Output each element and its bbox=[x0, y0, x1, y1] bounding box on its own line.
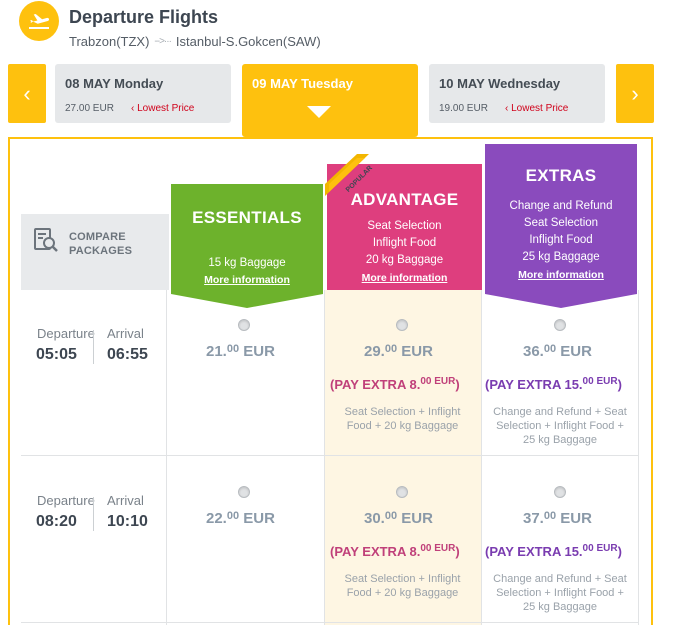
destination-airport: Istanbul-S.Gokcen(SAW) bbox=[175, 34, 321, 49]
package-inclusions: Seat Selection + Inflight Food + 20 kg Ba… bbox=[344, 406, 461, 432]
package-feature: Seat Selection bbox=[367, 220, 442, 232]
package-feature: Seat Selection bbox=[523, 217, 599, 229]
fare-price: 29.00 EUR bbox=[364, 343, 433, 360]
fare-price: 21.00 EUR bbox=[206, 343, 275, 360]
page-title: Departure Flights bbox=[69, 7, 219, 27]
advantage-column-highlight bbox=[324, 290, 481, 625]
origin-airport: Trabzon(TZX) bbox=[69, 34, 150, 49]
chevron-right-icon: › bbox=[631, 80, 639, 106]
fare-radio-advantage[interactable] bbox=[396, 486, 408, 498]
package-feature: 15 kg Baggage bbox=[208, 257, 286, 269]
pay-extra-amount: (PAY EXTRA 15.00 EUR) bbox=[485, 376, 622, 393]
plane-departure-icon bbox=[19, 1, 59, 41]
fare-radio-essentials[interactable] bbox=[238, 486, 250, 498]
arrival-label: Arrival bbox=[107, 326, 144, 341]
route-info: Trabzon(TZX) -->··· Istanbul-S.Gokcen(SA… bbox=[69, 34, 321, 49]
compare-packages-button[interactable]: COMPARE PACKAGES bbox=[21, 214, 169, 290]
fare-price: 37.00 EUR bbox=[523, 510, 592, 527]
pay-extra-amount: (PAY EXTRA 8.00 EUR) bbox=[330, 543, 460, 560]
package-name: ADVANTAGE bbox=[350, 190, 459, 209]
fare-price: 22.00 EUR bbox=[206, 510, 275, 527]
compare-search-icon bbox=[34, 228, 58, 252]
package-feature: Change and Refund bbox=[509, 200, 613, 212]
pay-extra-amount: (PAY EXTRA 8.00 EUR) bbox=[330, 376, 460, 393]
date-label: 10 MAY Wednesday bbox=[439, 76, 561, 91]
chevron-left-icon: ‹ bbox=[23, 80, 31, 106]
route-arrow-icon: -->··· bbox=[154, 36, 171, 47]
more-information-link[interactable]: More information bbox=[361, 272, 448, 284]
fare-radio-extras[interactable] bbox=[554, 486, 566, 498]
arrival-label: Arrival bbox=[107, 493, 144, 508]
package-inclusions: Change and Refund + Seat Selection + Infl… bbox=[493, 406, 627, 446]
lowest-price-badge: ‹ Lowest Price bbox=[131, 103, 195, 114]
package-extras: EXTRAS Change and Refund Seat Selection … bbox=[485, 144, 637, 308]
column-divider bbox=[324, 290, 325, 625]
next-date-button[interactable]: › bbox=[616, 64, 654, 123]
date-label: 09 MAY Tuesday bbox=[252, 76, 353, 91]
departure-time: 05:05 bbox=[36, 346, 77, 363]
fare-price: 36.00 EUR bbox=[523, 343, 592, 360]
departure-label: Departure bbox=[37, 326, 95, 341]
page-header: Departure Flights Trabzon(TZX) -->··· Is… bbox=[0, 0, 694, 58]
package-name: ESSENTIALS bbox=[192, 208, 302, 227]
fare-price: 30.00 EUR bbox=[364, 510, 433, 527]
departure-time: 08:20 bbox=[36, 513, 77, 530]
package-inclusions: Change and Refund + Seat Selection + Infl… bbox=[493, 573, 627, 613]
package-feature: Inflight Food bbox=[372, 237, 437, 249]
date-option-09-may-selected[interactable]: 09 MAY Tuesday bbox=[242, 64, 418, 137]
column-divider bbox=[166, 290, 167, 625]
compare-packages-label: COMPARE PACKAGES bbox=[69, 231, 133, 257]
fare-radio-advantage[interactable] bbox=[396, 319, 408, 331]
package-feature: 25 kg Baggage bbox=[522, 251, 600, 263]
column-divider bbox=[638, 290, 639, 625]
package-name: EXTRAS bbox=[525, 166, 597, 185]
lowest-price-badge: ‹ Lowest Price bbox=[505, 103, 569, 114]
more-information-link[interactable]: More information bbox=[204, 274, 290, 286]
package-feature: Inflight Food bbox=[529, 234, 593, 246]
selected-date-indicator-icon bbox=[307, 106, 331, 118]
date-option-08-may[interactable]: 08 MAY Monday 27.00 EUR ‹ Lowest Price bbox=[55, 64, 231, 123]
package-essentials: ESSENTIALS 15 kg Baggage More informatio… bbox=[171, 184, 323, 308]
departure-label: Departure bbox=[37, 493, 95, 508]
date-label: 08 MAY Monday bbox=[65, 76, 164, 91]
column-divider bbox=[481, 290, 482, 625]
date-price: 27.00 EUR bbox=[65, 103, 114, 114]
popular-badge: POPULAR bbox=[325, 154, 385, 196]
prev-date-button[interactable]: ‹ bbox=[8, 64, 46, 123]
package-feature: 20 kg Baggage bbox=[365, 254, 444, 266]
more-information-link[interactable]: More information bbox=[518, 269, 604, 281]
date-price: 19.00 EUR bbox=[439, 103, 488, 114]
arrival-time: 06:55 bbox=[107, 346, 148, 363]
pay-extra-amount: (PAY EXTRA 15.00 EUR) bbox=[485, 543, 622, 560]
date-option-10-may[interactable]: 10 MAY Wednesday 19.00 EUR ‹ Lowest Pric… bbox=[429, 64, 605, 123]
row-divider bbox=[21, 455, 639, 456]
row-divider bbox=[21, 622, 639, 623]
arrival-time: 10:10 bbox=[107, 513, 148, 530]
fare-radio-essentials[interactable] bbox=[238, 319, 250, 331]
package-inclusions: Seat Selection + Inflight Food + 20 kg Ba… bbox=[344, 573, 461, 599]
fare-radio-extras[interactable] bbox=[554, 319, 566, 331]
